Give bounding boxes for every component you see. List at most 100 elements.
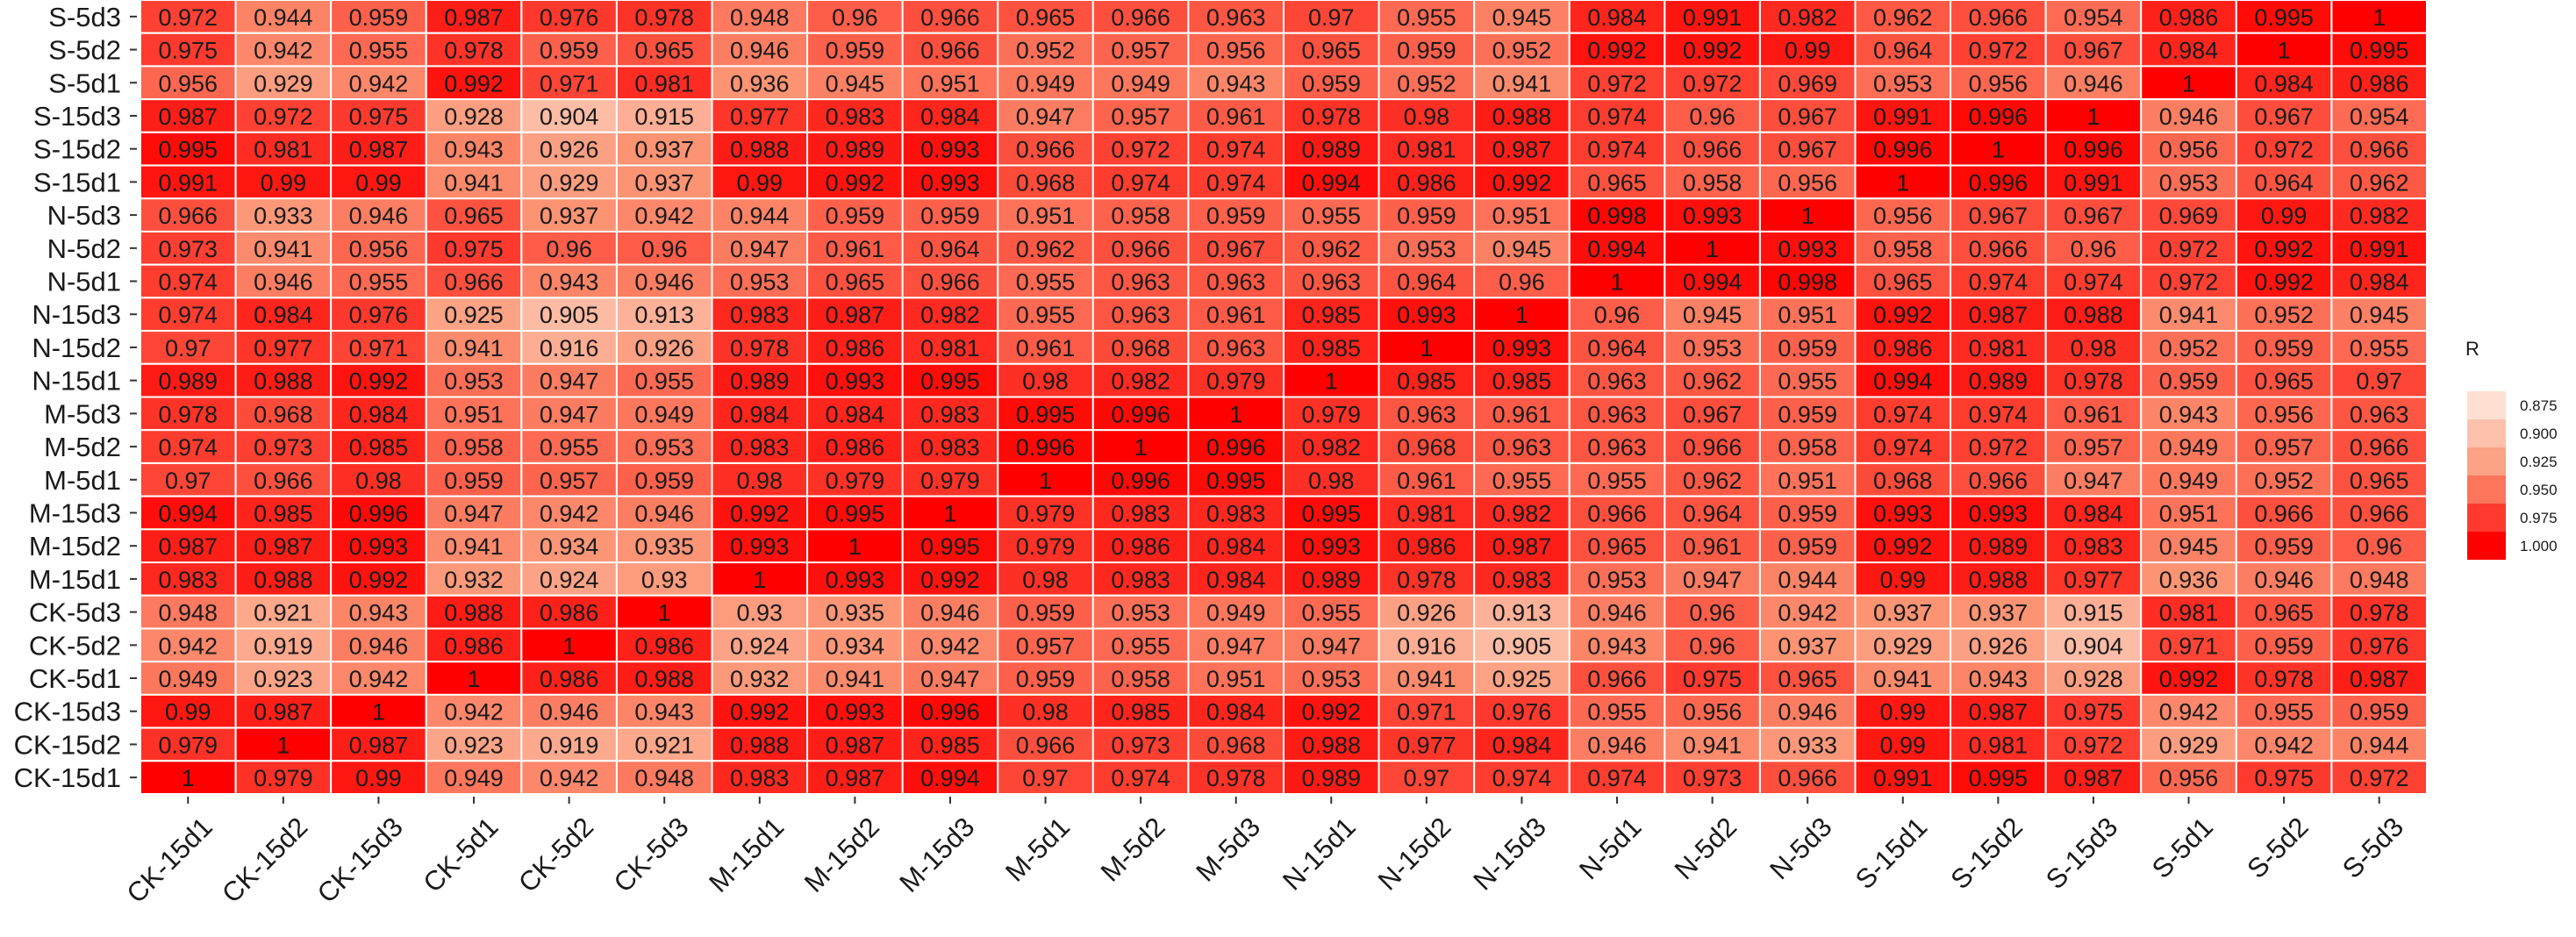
cell-value-label: 0.985 (1492, 368, 1552, 395)
cell-value-label: 0.966 (254, 468, 313, 494)
heatmap-cell (520, 230, 618, 266)
heatmap-cell (425, 726, 523, 762)
heatmap-cell (234, 627, 333, 663)
cell-value-label: 0.96 (2071, 236, 2117, 262)
heatmap-cell (2330, 661, 2429, 696)
heatmap-cell (2235, 429, 2333, 464)
heatmap-cell (1950, 32, 2047, 68)
cell-value-label: 0.915 (2064, 600, 2123, 626)
cell-value-label: 0.984 (2350, 269, 2409, 296)
cell-value-label: 0.951 (920, 70, 980, 97)
cell-value-label: 0.986 (634, 633, 694, 659)
cell-value-label: 0.99 (2261, 203, 2308, 229)
cell-value-label: 0.913 (1492, 600, 1552, 626)
cell-value-label: 0.97 (1404, 765, 1450, 791)
heatmap-cell (711, 429, 809, 464)
cell-value-label: 0.964 (1683, 500, 1742, 526)
row-label: CK-5d2 (29, 630, 121, 661)
cell-value-label: 0.955 (540, 434, 599, 461)
cell-value-label: 0.905 (1492, 633, 1552, 659)
cell-value-label: 0.992 (1492, 169, 1552, 196)
cell-value-label: 0.952 (2254, 468, 2314, 494)
heatmap-cell (1473, 461, 1571, 497)
heatmap-cell (1854, 0, 1952, 34)
cell-value-label: 0.933 (254, 203, 313, 229)
heatmap-cell (997, 760, 1094, 796)
heatmap-cell (901, 594, 999, 630)
heatmap-cell (2140, 461, 2237, 497)
heatmap-cell (1568, 197, 1666, 232)
cell-value-label: 0.968 (1016, 169, 1076, 196)
cell-value-label: 0.974 (1873, 401, 1933, 427)
cell-value-label: 0.96 (832, 4, 878, 31)
heatmap-cell (1283, 627, 1380, 663)
cell-value-label: 0.919 (540, 732, 599, 758)
cell-value-label: 0.984 (730, 401, 790, 427)
cell-value-label: 0.942 (920, 633, 980, 659)
heatmap-cell (1187, 396, 1284, 432)
heatmap-cell (711, 594, 809, 630)
heatmap-cell (1758, 330, 1857, 365)
heatmap-cell (140, 594, 237, 630)
row-label: N-15d2 (32, 333, 121, 363)
cell-value-label: 0.959 (2350, 699, 2409, 726)
cell-value-label: 0.992 (1873, 533, 1933, 560)
cell-value-label: 0.942 (1778, 600, 1837, 626)
cell-value-label: 0.989 (1302, 567, 1362, 593)
legend-tick-label: 0.900 (2520, 426, 2558, 442)
cell-value-label: 0.941 (1683, 732, 1742, 758)
heatmap-cell (1950, 330, 2047, 365)
heatmap-cell (2044, 263, 2143, 299)
cell-value-label: 0.994 (159, 500, 218, 526)
heatmap-cell (234, 726, 333, 762)
cell-value-label: 0.948 (159, 600, 218, 626)
heatmap-cell (2235, 297, 2333, 333)
cell-value-label: 0.944 (730, 203, 790, 229)
heatmap-cell (2330, 561, 2429, 597)
heatmap-cell (2330, 461, 2429, 497)
cell-value-label: 0.959 (1778, 500, 1837, 526)
cell-value-label: 0.985 (349, 434, 409, 461)
cell-value-label: 0.955 (1492, 468, 1552, 494)
heatmap-cell (425, 263, 523, 299)
cell-value-label: 0.926 (634, 335, 694, 361)
heatmap-cell (1187, 661, 1284, 696)
cell-value-label: 0.949 (2159, 434, 2219, 461)
cell-value-label: 0.966 (2254, 500, 2314, 526)
cell-value-label: 0.975 (2254, 765, 2314, 791)
heatmap-cell (901, 197, 999, 232)
row-label: M-15d1 (29, 564, 121, 595)
heatmap-cell (1854, 396, 1952, 432)
heatmap-cell (140, 0, 237, 34)
heatmap-cell (1377, 528, 1476, 564)
cell-value-label: 0.97 (165, 335, 211, 361)
heatmap-cell (330, 197, 427, 232)
row-label: CK-5d1 (29, 663, 121, 694)
cell-value-label: 0.956 (2159, 137, 2219, 163)
heatmap-cell (1187, 230, 1284, 266)
cell-value-label: 0.955 (1778, 368, 1837, 395)
cell-value-label: 0.979 (826, 468, 885, 494)
heatmap-cell (806, 627, 904, 663)
heatmap-cell (1854, 197, 1952, 232)
cell-value-label: 0.972 (2159, 236, 2219, 262)
cell-value-label: 0.972 (2159, 269, 2219, 296)
heatmap-cells: 0.972 0.944 0.959 0.987 0.976 0.978 0.948 0.96 0… (140, 0, 2429, 796)
cell-value-label: 0.987 (1492, 533, 1552, 560)
cell-value-label: 0.981 (1397, 137, 1456, 163)
heatmap-cell (901, 330, 999, 365)
heatmap-cell (1758, 429, 1857, 464)
cell-value-label: 0.966 (1111, 4, 1170, 31)
cell-value-label: 0.983 (1206, 500, 1266, 526)
heatmap-cell (2140, 627, 2237, 663)
heatmap-cell (997, 396, 1094, 432)
legend-tick-label: 0.875 (2520, 397, 2558, 414)
cell-value-label: 0.98 (1404, 104, 1450, 130)
cell-value-label: 0.943 (349, 600, 409, 626)
cell-value-label: 0.924 (730, 633, 790, 659)
cell-value-label: 0.985 (1111, 699, 1170, 726)
cell-value-label: 1 (2372, 4, 2386, 31)
cell-value-label: 1 (2182, 70, 2195, 97)
cell-value-label: 0.987 (254, 699, 313, 726)
heatmap-cell (711, 32, 809, 68)
